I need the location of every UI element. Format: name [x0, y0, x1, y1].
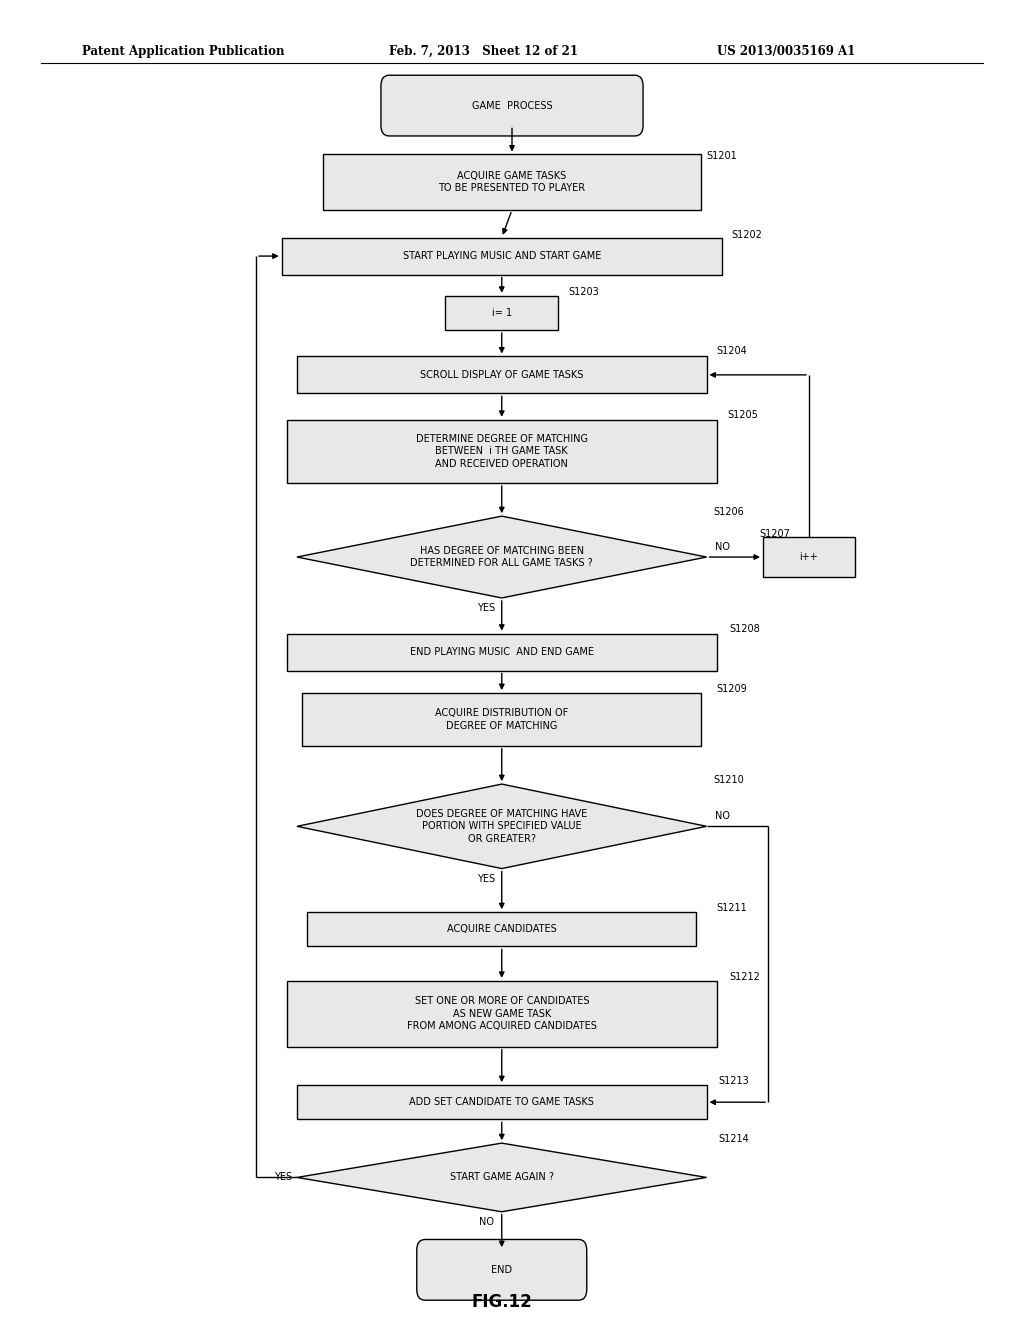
- Text: S1201: S1201: [707, 150, 737, 161]
- Text: S1203: S1203: [568, 286, 599, 297]
- Text: S1212: S1212: [729, 972, 760, 982]
- Text: S1207: S1207: [760, 528, 791, 539]
- Text: ACQUIRE GAME TASKS
TO BE PRESENTED TO PLAYER: ACQUIRE GAME TASKS TO BE PRESENTED TO PL…: [438, 172, 586, 193]
- Text: END: END: [492, 1265, 512, 1275]
- Text: START PLAYING MUSIC AND START GAME: START PLAYING MUSIC AND START GAME: [402, 251, 601, 261]
- Bar: [323, 154, 701, 210]
- Text: SET ONE OR MORE OF CANDIDATES
AS NEW GAME TASK
FROM AMONG ACQUIRED CANDIDATES: SET ONE OR MORE OF CANDIDATES AS NEW GAM…: [407, 997, 597, 1031]
- Text: ACQUIRE CANDIDATES: ACQUIRE CANDIDATES: [446, 924, 557, 935]
- Text: S1206: S1206: [714, 507, 744, 517]
- Bar: [287, 634, 717, 671]
- Text: S1208: S1208: [729, 623, 760, 634]
- Bar: [302, 693, 701, 746]
- Text: i++: i++: [800, 552, 818, 562]
- Polygon shape: [297, 784, 707, 869]
- FancyBboxPatch shape: [381, 75, 643, 136]
- Text: S1210: S1210: [714, 775, 744, 785]
- Bar: [297, 1085, 707, 1119]
- Text: END PLAYING MUSIC  AND END GAME: END PLAYING MUSIC AND END GAME: [410, 647, 594, 657]
- Text: US 2013/0035169 A1: US 2013/0035169 A1: [717, 45, 855, 58]
- Bar: [297, 356, 707, 393]
- Text: GAME  PROCESS: GAME PROCESS: [472, 100, 552, 111]
- Bar: [763, 537, 855, 577]
- Text: DOES DEGREE OF MATCHING HAVE
PORTION WITH SPECIFIED VALUE
OR GREATER?: DOES DEGREE OF MATCHING HAVE PORTION WIT…: [416, 809, 588, 843]
- Text: YES: YES: [477, 603, 496, 614]
- Text: YES: YES: [273, 1172, 292, 1183]
- Text: S1202: S1202: [731, 230, 762, 240]
- Text: NO: NO: [715, 810, 730, 821]
- Text: S1211: S1211: [717, 903, 748, 913]
- Text: DETERMINE DEGREE OF MATCHING
BETWEEN  i TH GAME TASK
AND RECEIVED OPERATION: DETERMINE DEGREE OF MATCHING BETWEEN i T…: [416, 434, 588, 469]
- Text: S1205: S1205: [727, 409, 758, 420]
- Text: NO: NO: [715, 541, 730, 552]
- Text: ADD SET CANDIDATE TO GAME TASKS: ADD SET CANDIDATE TO GAME TASKS: [410, 1097, 594, 1107]
- Text: NO: NO: [479, 1217, 494, 1228]
- Bar: [445, 296, 558, 330]
- Polygon shape: [297, 1143, 707, 1212]
- Bar: [287, 981, 717, 1047]
- FancyBboxPatch shape: [417, 1239, 587, 1300]
- Text: Patent Application Publication: Patent Application Publication: [82, 45, 285, 58]
- Text: START GAME AGAIN ?: START GAME AGAIN ?: [450, 1172, 554, 1183]
- Text: i= 1: i= 1: [492, 308, 512, 318]
- Text: S1209: S1209: [717, 684, 748, 694]
- Text: Feb. 7, 2013   Sheet 12 of 21: Feb. 7, 2013 Sheet 12 of 21: [389, 45, 579, 58]
- Polygon shape: [297, 516, 707, 598]
- Text: SCROLL DISPLAY OF GAME TASKS: SCROLL DISPLAY OF GAME TASKS: [420, 370, 584, 380]
- Text: S1213: S1213: [719, 1076, 750, 1086]
- Bar: [287, 420, 717, 483]
- Bar: [307, 912, 696, 946]
- Text: S1214: S1214: [719, 1134, 750, 1144]
- Text: S1204: S1204: [717, 346, 748, 356]
- Bar: [282, 238, 722, 275]
- Text: HAS DEGREE OF MATCHING BEEN
DETERMINED FOR ALL GAME TASKS ?: HAS DEGREE OF MATCHING BEEN DETERMINED F…: [411, 546, 593, 568]
- Text: FIG.12: FIG.12: [471, 1292, 532, 1311]
- Text: YES: YES: [477, 874, 496, 884]
- Text: ACQUIRE DISTRIBUTION OF
DEGREE OF MATCHING: ACQUIRE DISTRIBUTION OF DEGREE OF MATCHI…: [435, 709, 568, 730]
